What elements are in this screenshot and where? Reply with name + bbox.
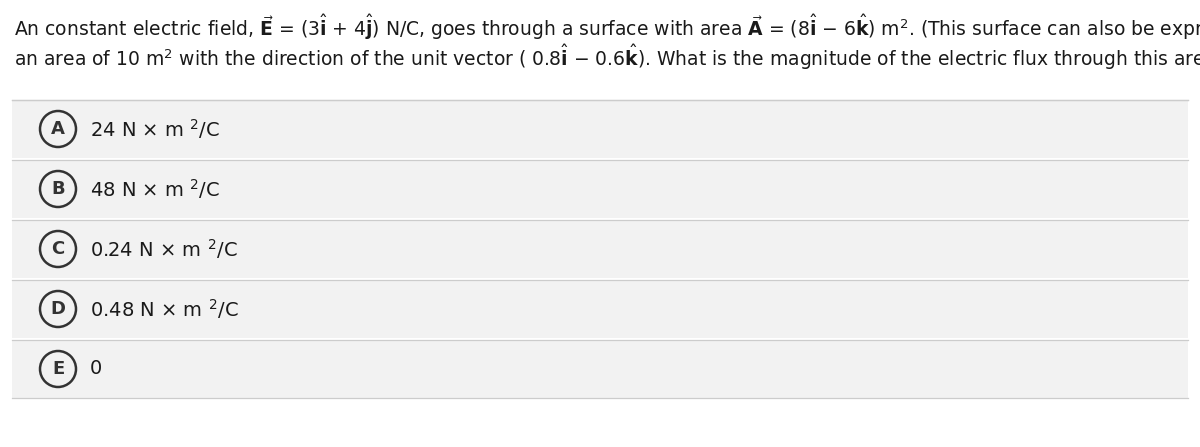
Text: 24 N $\times$ m $^2$/C: 24 N $\times$ m $^2$/C: [90, 117, 220, 141]
Bar: [12, 220, 1188, 278]
Bar: [12, 280, 1188, 338]
Bar: [12, 160, 1188, 218]
Text: 48 N $\times$ m $^2$/C: 48 N $\times$ m $^2$/C: [90, 177, 220, 201]
Text: C: C: [52, 240, 65, 258]
Text: 0: 0: [90, 359, 102, 379]
Text: B: B: [52, 180, 65, 198]
Bar: [12, 100, 1188, 158]
Text: D: D: [50, 300, 66, 318]
Text: 0.48 N $\times$ m $^2$/C: 0.48 N $\times$ m $^2$/C: [90, 297, 239, 321]
Text: A: A: [52, 120, 65, 138]
Text: an area of 10 m$^2$ with the direction of the unit vector ( 0.8$\hat{\mathbf{i}}: an area of 10 m$^2$ with the direction o…: [14, 42, 1200, 72]
Text: 0.24 N $\times$ m $^2$/C: 0.24 N $\times$ m $^2$/C: [90, 237, 238, 261]
Text: An constant electric field, $\vec{\mathbf{E}}$ = (3$\hat{\mathbf{i}}$ + 4$\hat{\: An constant electric field, $\vec{\mathb…: [14, 12, 1200, 42]
Text: E: E: [52, 360, 64, 378]
Bar: [12, 340, 1188, 398]
